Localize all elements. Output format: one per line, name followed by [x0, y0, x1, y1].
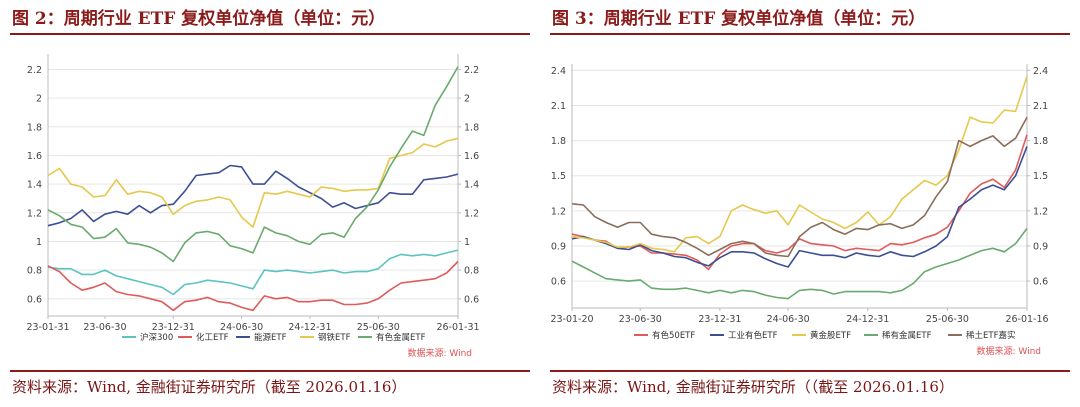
- x-tick-label: 23-06-30: [619, 314, 662, 325]
- y-tick-label-left: 1.8: [27, 122, 42, 133]
- legend-label: 稀有金属ETF: [882, 330, 932, 341]
- title-divider: [550, 33, 1070, 35]
- data-source-note: 数据来源: Wind: [407, 347, 472, 359]
- y-tick-label-right: 0.6: [1033, 277, 1048, 288]
- y-tick-label-left: 0.6: [551, 277, 566, 288]
- legend-label: 有色50ETF: [652, 330, 695, 341]
- y-tick-label-left: 1.6: [27, 151, 42, 162]
- y-tick-label-right: 1.8: [464, 122, 479, 133]
- series-line: [571, 134, 1028, 271]
- legend-label: 工业有色ETF: [728, 330, 778, 341]
- series-line: [47, 164, 459, 227]
- series-line: [47, 66, 459, 263]
- legend-label: 沪深300: [140, 332, 173, 343]
- y-tick-label-right: 2.1: [1033, 101, 1048, 112]
- y-tick-label-right: 2.2: [464, 65, 479, 76]
- series-line: [571, 75, 1028, 253]
- data-source-note: 数据来源: Wind: [976, 345, 1041, 357]
- title-divider: [10, 33, 530, 35]
- figure-source: 资料来源：Wind, 金融街证券研究所（截至 2026.01.16）: [12, 378, 407, 396]
- x-tick-label: 25-06-30: [357, 322, 400, 333]
- y-tick-label-right: 0.8: [464, 266, 479, 277]
- y-tick-label-right: 0.9: [1033, 241, 1048, 252]
- legend-label: 有色金属ETF: [376, 332, 426, 343]
- y-tick-label-left: 2: [36, 94, 42, 105]
- x-tick-label: 23-12-31: [698, 314, 741, 325]
- y-tick-label-left: 1.5: [551, 171, 566, 182]
- y-tick-label-left: 1: [36, 237, 42, 248]
- y-tick-label-left: 1.2: [27, 208, 42, 219]
- legend-label: 化工ETF: [196, 332, 229, 343]
- x-tick-label: 26-01-16: [1005, 314, 1048, 325]
- y-tick-label-right: 1.5: [1033, 171, 1048, 182]
- source-divider: [10, 370, 530, 372]
- x-tick-label: 24-12-31: [846, 314, 889, 325]
- y-tick-label-left: 0.8: [27, 266, 42, 277]
- y-tick-label-right: 1.2: [1033, 206, 1048, 217]
- y-tick-label-right: 0.6: [464, 294, 479, 305]
- x-tick-label: 26-01-31: [436, 322, 479, 333]
- series-line: [571, 146, 1028, 268]
- figure-title: 图 3：周期行业 ETF 复权单位净值（单位：元）: [552, 9, 926, 29]
- y-tick-label-right: 1.4: [464, 180, 479, 191]
- x-tick-label: 23-01-31: [26, 322, 69, 333]
- figure-3-panel: 图 3：周期行业 ETF 复权单位净值（单位：元） 0.6 0.6 0.9 0.9 1.…: [540, 0, 1080, 407]
- x-tick-label: 24-12-31: [288, 322, 331, 333]
- y-tick-label-right: 2.4: [1033, 66, 1048, 77]
- x-tick-label: 24-06-30: [767, 314, 810, 325]
- y-tick-label-right: 1.8: [1033, 136, 1048, 147]
- figure-title: 图 2：周期行业 ETF 复权单位净值（单位：元）: [12, 9, 386, 29]
- line-chart-figure-2: 0.6 0.6 0.8 0.8 1 1 1.2 1.2 1.4 1.4 1.6 1.6 1.8 1.8 2 2…: [26, 54, 480, 359]
- y-tick-label-left: 0.6: [27, 294, 42, 305]
- legend-label: 稀土ETF嘉实: [966, 330, 1015, 341]
- series-line: [47, 249, 459, 296]
- y-tick-label-left: 1.8: [551, 136, 566, 147]
- legend-label: 钢铁ETF: [318, 332, 351, 343]
- y-tick-label-left: 2.2: [27, 65, 42, 76]
- legend-label: 能源ETF: [254, 332, 287, 343]
- y-tick-label-left: 2.4: [551, 66, 566, 77]
- y-tick-label-left: 2.1: [551, 101, 566, 112]
- y-tick-label-left: 1.2: [551, 206, 566, 217]
- figure-2-panel: 图 2：周期行业 ETF 复权单位净值（单位：元） 0.6 0.6 0.8 0.8 1 1…: [10, 9, 530, 396]
- figure-source: 资料来源：Wind, 金融街证券研究所（（截至 2026.01.16）: [552, 378, 954, 396]
- y-tick-label-right: 1.2: [464, 208, 479, 219]
- y-tick-label-right: 2: [464, 94, 470, 105]
- x-tick-label: 23-01-20: [550, 314, 593, 325]
- gridlines: [572, 69, 1027, 282]
- x-tick-label: 23-06-30: [83, 322, 126, 333]
- source-divider: [550, 370, 1070, 372]
- x-tick-label: 23-12-31: [152, 322, 195, 333]
- y-tick-label-right: 1: [464, 237, 470, 248]
- y-tick-label-left: 1.4: [27, 180, 42, 191]
- series-line: [47, 137, 459, 228]
- y-tick-label-left: 0.9: [551, 241, 566, 252]
- x-tick-label: 25-06-30: [926, 314, 969, 325]
- line-chart-figure-3: 0.6 0.6 0.9 0.9 1.2 1.2 1.5 1.5 1.8 1.8 2.1 2.1 2.4 2…: [550, 64, 1049, 357]
- legend-label: 黄金股ETF: [810, 330, 851, 341]
- y-tick-label-right: 1.6: [464, 151, 479, 162]
- series-line: [571, 227, 1028, 300]
- series-line: [571, 116, 1028, 258]
- series-line: [47, 260, 459, 312]
- x-tick-label: 24-06-30: [220, 322, 263, 333]
